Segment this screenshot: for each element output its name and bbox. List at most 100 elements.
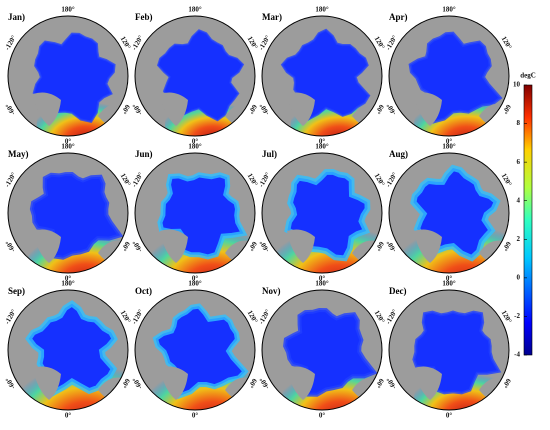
longitude-label: 0° [319,275,326,283]
longitude-label: 180° [315,143,329,151]
longitude-label: 60° [119,377,131,390]
longitude-label: 180° [442,143,456,151]
land-greenland [33,366,61,400]
panel-title: Mar) [262,12,282,22]
land-greenland [33,229,61,263]
land-greenland [414,92,442,126]
colorbar-tick-label: -2 [514,312,520,320]
longitude-label: 180° [315,280,329,288]
map-body [262,153,382,273]
land-greenland [160,366,188,400]
colorbar-tick-label: 10 [513,81,521,89]
longitude-label: 60° [373,240,385,253]
map-panel: Jul)180°-120° 120°-60° 60°0° [257,143,386,283]
map-body [8,153,128,273]
longitude-label: 180° [442,6,456,14]
map-panel: Jan)180°-120° 120°-60° 60°0° [3,6,132,146]
panel-title: Aug) [389,149,408,159]
longitude-label: 0° [446,412,453,420]
panel-title: Sep) [8,286,25,296]
map-panel: Dec)180°-120° 120°-60° 60°0° [384,280,513,420]
longitude-label: 0° [192,275,199,283]
panel-title: Jan) [8,12,25,22]
map-body [389,153,509,273]
longitude-label: 0° [319,138,326,146]
land-greenland [160,92,188,126]
land-greenland [414,229,442,263]
longitude-label: 60° [500,240,512,253]
longitude-label: 60° [246,377,258,390]
longitude-label: 60° [119,240,131,253]
longitude-label: 180° [188,6,202,14]
longitude-label: 60° [500,103,512,116]
land-greenland [33,92,61,126]
map-outline [134,15,256,137]
longitude-label: 0° [192,138,199,146]
longitude-label: 180° [315,6,329,14]
panel-title: Apr) [389,12,408,22]
colorbar-label: degC [520,72,536,80]
map-panel: Feb)180°-120° 120°-60° 60°0° [130,6,259,146]
map-outline [261,152,383,274]
longitude-label: 0° [65,275,72,283]
map-body [135,153,255,273]
longitude-label: 180° [188,143,202,151]
land-greenland [414,366,442,400]
longitude-label: 60° [373,377,385,390]
map-body [8,290,128,410]
map-panel: Jun)180°-120° 120°-60° 60°0° [130,143,259,283]
colorbar-tick-label: 6 [517,158,521,166]
map-panel: Apr)180°-120° 120°-60° 60°0° [384,6,513,146]
longitude-label: 180° [61,280,75,288]
map-body [389,16,509,136]
land-greenland [287,229,315,263]
longitude-label: 0° [65,412,72,420]
longitude-label: 60° [500,377,512,390]
colorbar-tick-label: 8 [517,119,521,127]
longitude-label: 60° [119,103,131,116]
map-body [389,290,509,410]
map-body [135,16,255,136]
map-body [262,290,382,410]
colorbar-tick-label: 0 [517,273,521,281]
map-body [262,16,382,136]
panel-title: Dec) [389,286,407,296]
colorbar-tick-label: -4 [514,351,520,359]
panel-title: Jul) [262,149,277,159]
arctic-ocean [157,172,248,260]
panel-title: Nov) [262,286,281,296]
longitude-label: 60° [246,103,258,116]
longitude-label: 60° [373,103,385,116]
arctic-ocean [412,310,502,395]
panel-title: May) [8,149,29,159]
map-outline [261,289,383,411]
map-panel: Nov)180°-120° 120°-60° 60°0° [257,280,386,420]
map-outline [388,152,510,274]
map-panel: Mar)180°-120° 120°-60° 60°0° [257,6,386,146]
map-outline [7,289,129,411]
colorbar-tick-label: 4 [517,196,521,204]
longitude-label: 0° [65,138,72,146]
colorbar [523,84,533,356]
map-outline [134,152,256,274]
map-outline [134,289,256,411]
land-greenland [287,92,315,126]
panel-title: Jun) [135,149,153,159]
longitude-label: 180° [442,280,456,288]
map-panel: May)180°-120° 120°-60° 60°0° [3,143,132,283]
map-panel: Oct)180°-120° 120°-60° 60°0° [130,280,259,420]
map-panel: Sep)180°-120° 120°-60° 60°0° [3,280,132,420]
longitude-label: 0° [446,275,453,283]
longitude-label: 0° [192,412,199,420]
panel-title: Feb) [135,12,153,22]
map-outline [7,15,129,137]
longitude-label: 60° [246,240,258,253]
longitude-label: 0° [319,412,326,420]
longitude-label: 180° [188,280,202,288]
map-outline [388,289,510,411]
land-greenland [160,229,188,263]
map-body [8,16,128,136]
panel-title: Oct) [135,286,152,296]
map-outline [261,15,383,137]
